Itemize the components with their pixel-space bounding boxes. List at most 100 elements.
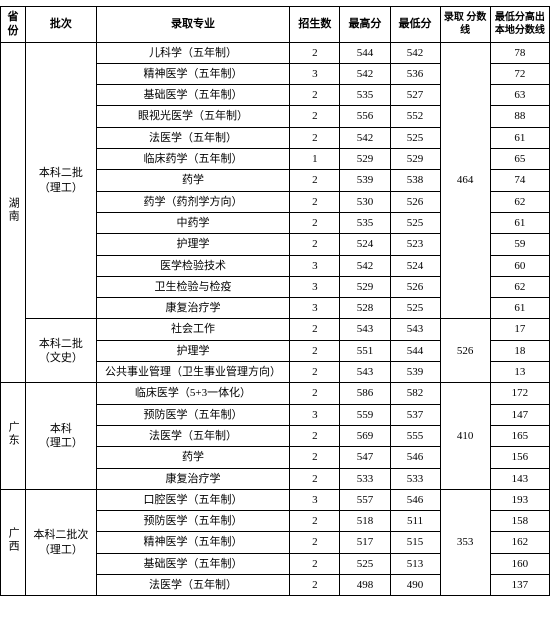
min-cell: 511	[390, 511, 440, 532]
major-cell: 药学	[96, 447, 290, 468]
max-cell: 544	[340, 42, 390, 63]
min-cell: 515	[390, 532, 440, 553]
min-cell: 546	[390, 489, 440, 510]
enroll-cell: 3	[290, 276, 340, 297]
province-cell: 广西	[1, 489, 26, 595]
enroll-cell: 3	[290, 298, 340, 319]
diff-cell: 63	[490, 85, 549, 106]
max-cell: 543	[340, 319, 390, 340]
diff-cell: 74	[490, 170, 549, 191]
min-cell: 539	[390, 362, 440, 383]
enroll-cell: 2	[290, 468, 340, 489]
diff-cell: 61	[490, 127, 549, 148]
diff-cell: 143	[490, 468, 549, 489]
diff-cell: 61	[490, 298, 549, 319]
diff-cell: 13	[490, 362, 549, 383]
enroll-cell: 2	[290, 362, 340, 383]
major-cell: 精神医学（五年制）	[96, 63, 290, 84]
min-cell: 524	[390, 255, 440, 276]
diff-cell: 156	[490, 447, 549, 468]
max-cell: 543	[340, 362, 390, 383]
diff-cell: 165	[490, 425, 549, 446]
min-cell: 525	[390, 298, 440, 319]
enroll-cell: 3	[290, 489, 340, 510]
diff-cell: 78	[490, 42, 549, 63]
min-cell: 536	[390, 63, 440, 84]
major-cell: 临床药学（五年制）	[96, 149, 290, 170]
min-cell: 527	[390, 85, 440, 106]
max-cell: 533	[340, 468, 390, 489]
diff-cell: 59	[490, 234, 549, 255]
enroll-cell: 2	[290, 532, 340, 553]
province-label: 广西	[6, 527, 20, 553]
major-cell: 临床医学（5+3一体化）	[96, 383, 290, 404]
table-row: 湖南本科二批 （理工）儿科学（五年制）254454246478	[1, 42, 550, 63]
min-cell: 542	[390, 42, 440, 63]
major-cell: 社会工作	[96, 319, 290, 340]
diff-cell: 137	[490, 575, 549, 596]
enroll-cell: 2	[290, 383, 340, 404]
batch-cell: 本科二批 （理工）	[26, 42, 97, 319]
table-head: 省份 批次 录取专业 招生数 最高分 最低分 录取 分数线 最低分高出本地分数线	[1, 7, 550, 43]
min-cell: 537	[390, 404, 440, 425]
admissions-table-container: 省份 批次 录取专业 招生数 最高分 最低分 录取 分数线 最低分高出本地分数线…	[0, 0, 550, 610]
min-cell: 525	[390, 127, 440, 148]
max-cell: 498	[340, 575, 390, 596]
min-cell: 543	[390, 319, 440, 340]
max-cell: 539	[340, 170, 390, 191]
diff-cell: 193	[490, 489, 549, 510]
major-cell: 康复治疗学	[96, 468, 290, 489]
major-cell: 法医学（五年制）	[96, 127, 290, 148]
max-cell: 542	[340, 127, 390, 148]
min-cell: 525	[390, 212, 440, 233]
province-cell: 广东	[1, 383, 26, 489]
major-cell: 预防医学（五年制）	[96, 511, 290, 532]
min-cell: 555	[390, 425, 440, 446]
major-cell: 公共事业管理（卫生事业管理方向）	[96, 362, 290, 383]
max-cell: 557	[340, 489, 390, 510]
diff-cell: 158	[490, 511, 549, 532]
max-cell: 542	[340, 63, 390, 84]
th-enroll: 招生数	[290, 7, 340, 43]
max-cell: 524	[340, 234, 390, 255]
enroll-cell: 3	[290, 255, 340, 276]
diff-cell: 65	[490, 149, 549, 170]
th-min: 最低分	[390, 7, 440, 43]
major-cell: 法医学（五年制）	[96, 425, 290, 446]
diff-cell: 60	[490, 255, 549, 276]
diff-cell: 17	[490, 319, 549, 340]
table-body: 湖南本科二批 （理工）儿科学（五年制）254454246478精神医学（五年制）…	[1, 42, 550, 596]
th-line: 录取 分数线	[440, 7, 490, 43]
min-cell: 544	[390, 340, 440, 361]
min-cell: 529	[390, 149, 440, 170]
major-cell: 康复治疗学	[96, 298, 290, 319]
th-max: 最高分	[340, 7, 390, 43]
min-cell: 552	[390, 106, 440, 127]
table-row: 本科二批 （文史）社会工作254354352617	[1, 319, 550, 340]
major-cell: 卫生检验与检疫	[96, 276, 290, 297]
max-cell: 525	[340, 553, 390, 574]
min-cell: 490	[390, 575, 440, 596]
major-cell: 药学	[96, 170, 290, 191]
line-cell: 464	[440, 42, 490, 319]
min-cell: 523	[390, 234, 440, 255]
enroll-cell: 2	[290, 191, 340, 212]
enroll-cell: 2	[290, 106, 340, 127]
enroll-cell: 2	[290, 85, 340, 106]
major-cell: 预防医学（五年制）	[96, 404, 290, 425]
min-cell: 582	[390, 383, 440, 404]
major-cell: 护理学	[96, 234, 290, 255]
min-cell: 538	[390, 170, 440, 191]
major-cell: 护理学	[96, 340, 290, 361]
max-cell: 547	[340, 447, 390, 468]
max-cell: 569	[340, 425, 390, 446]
diff-cell: 160	[490, 553, 549, 574]
major-cell: 口腔医学（五年制）	[96, 489, 290, 510]
province-label: 湖南	[6, 197, 20, 223]
diff-cell: 88	[490, 106, 549, 127]
province-label: 广东	[6, 421, 20, 447]
enroll-cell: 2	[290, 234, 340, 255]
table-row: 广西本科二批次 （理工）口腔医学（五年制）3557546353193	[1, 489, 550, 510]
max-cell: 586	[340, 383, 390, 404]
th-province: 省份	[1, 7, 26, 43]
